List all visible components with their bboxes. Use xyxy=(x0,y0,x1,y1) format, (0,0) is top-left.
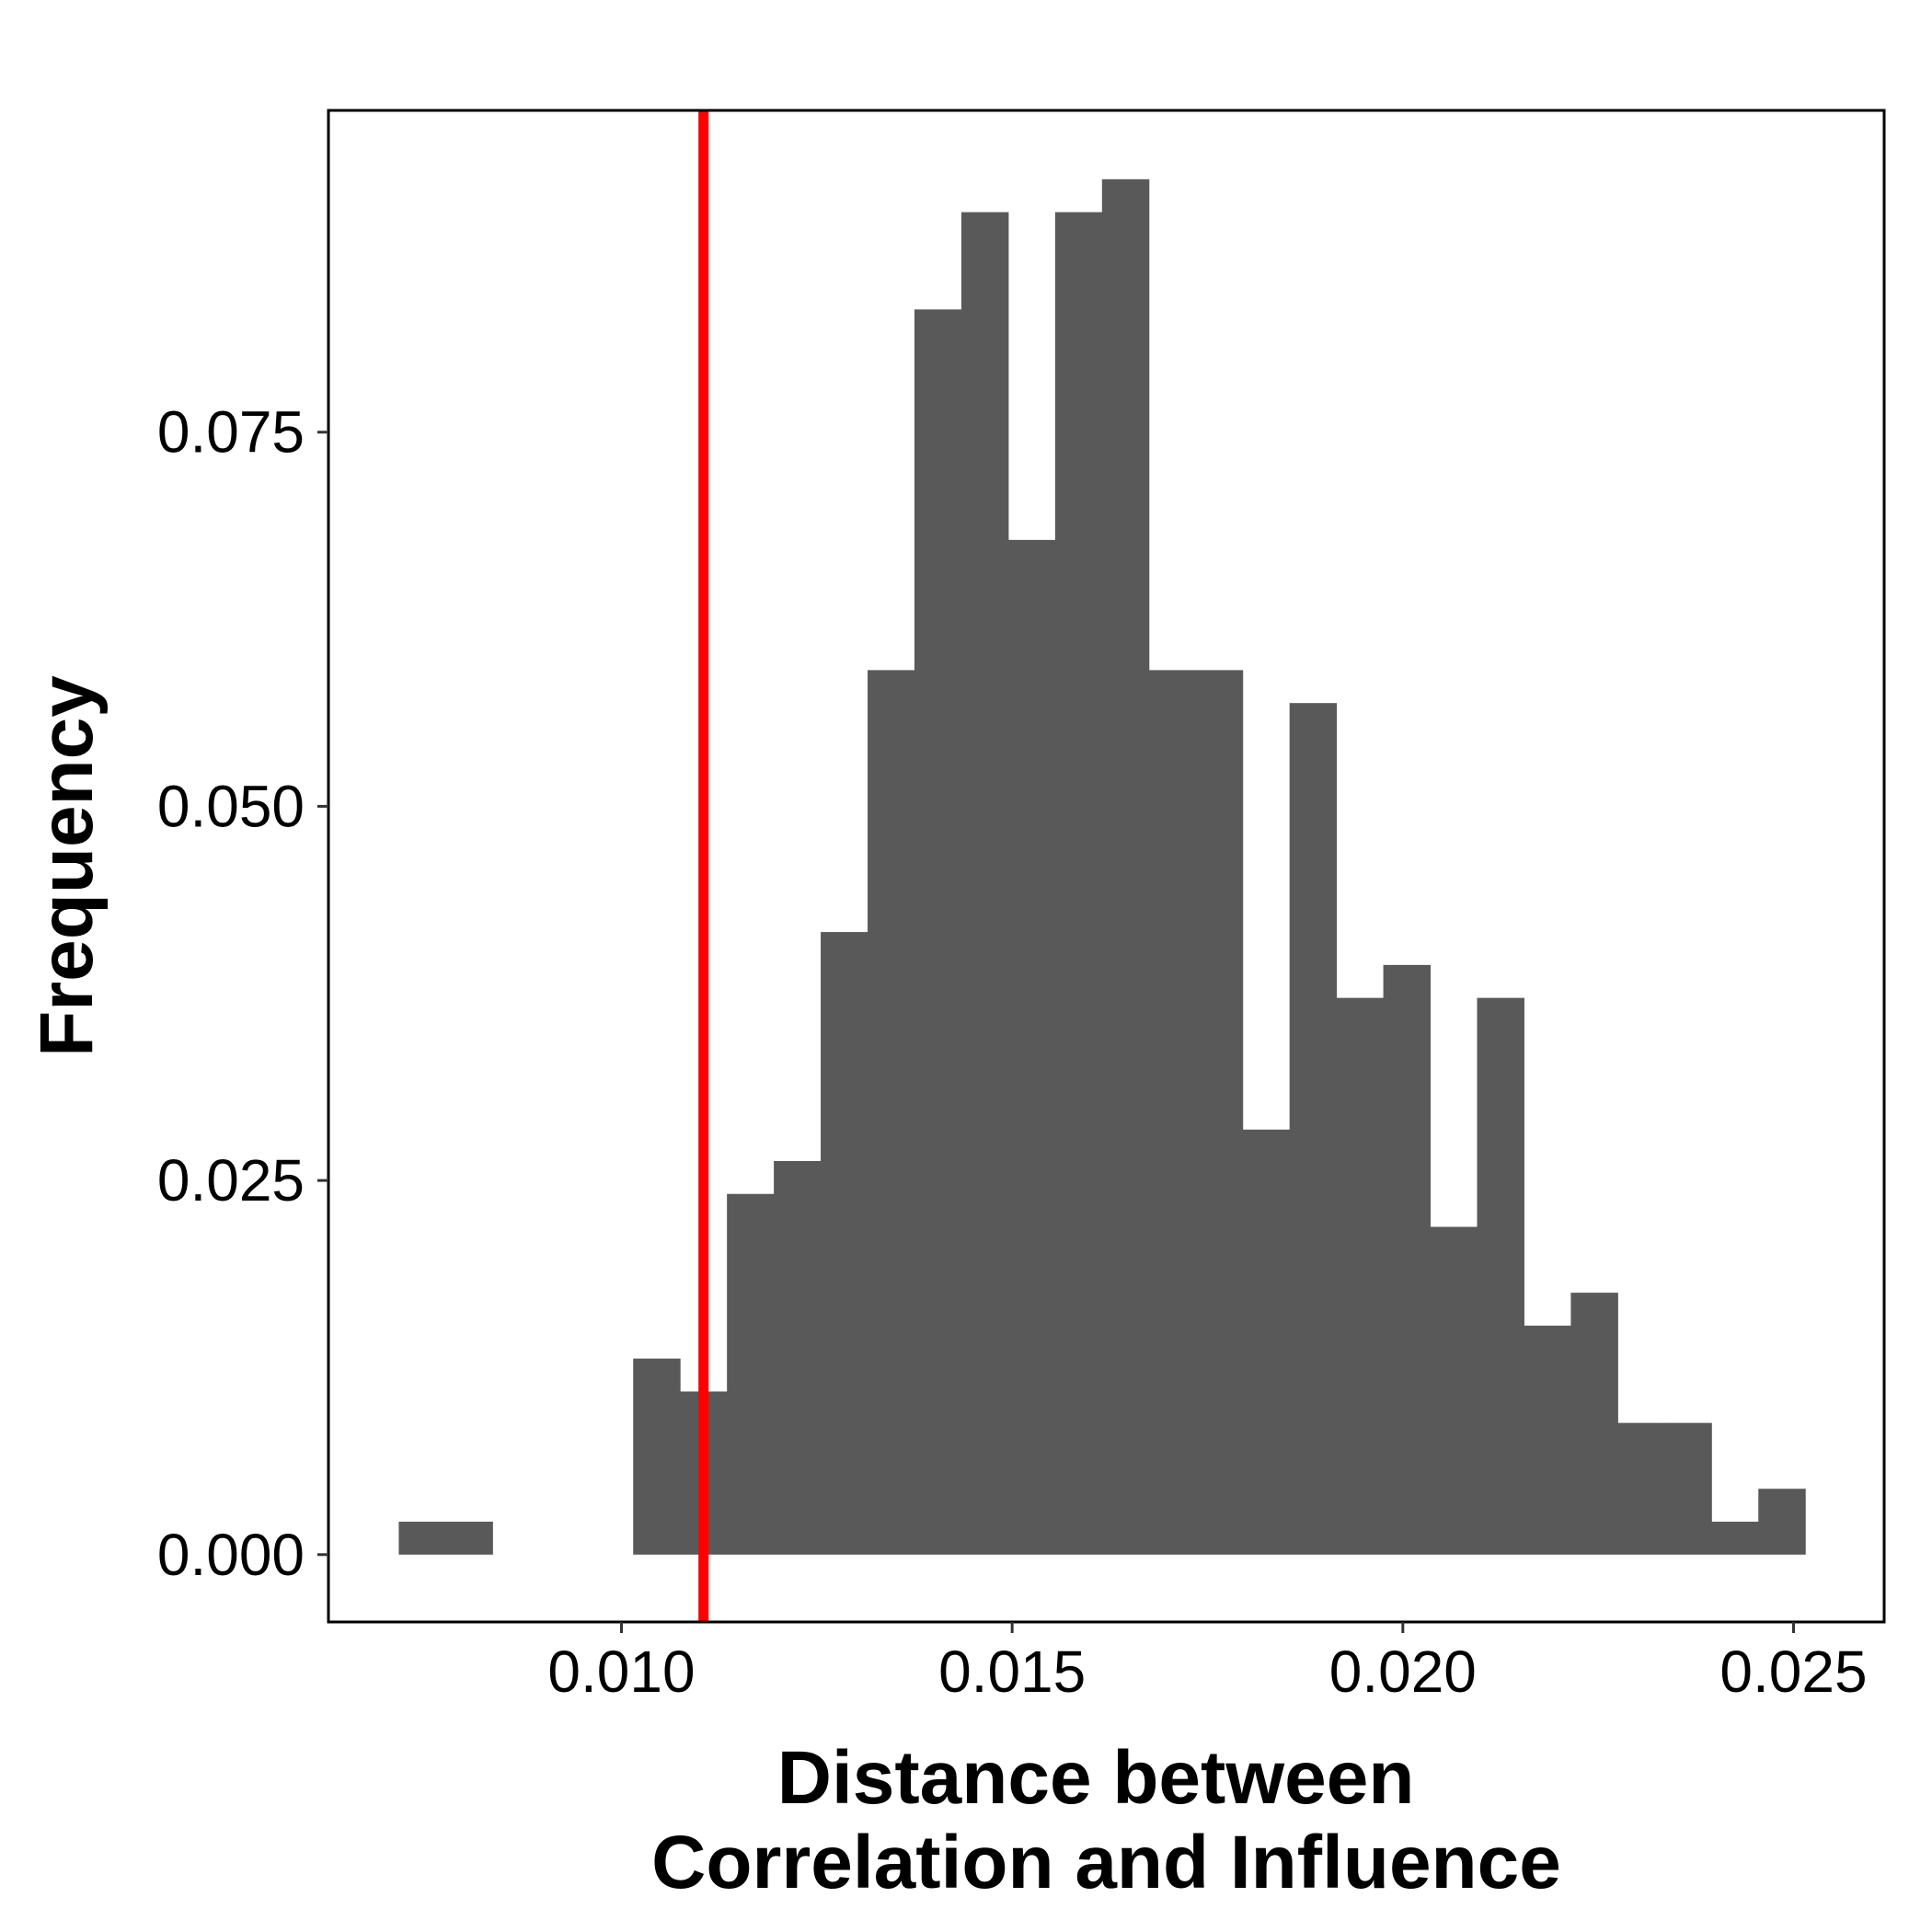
histogram-bar xyxy=(1242,1129,1291,1555)
histogram-bars xyxy=(398,178,1806,1555)
histogram-bar xyxy=(960,212,1009,1555)
x-axis-title-line-2: Correlation and Influence xyxy=(651,1821,1561,1904)
x-axis-title: Distance between Correlation and Influen… xyxy=(651,1736,1561,1904)
histogram-bar xyxy=(398,1522,446,1555)
histogram-bar xyxy=(633,1358,681,1555)
histogram-bar xyxy=(1383,964,1432,1555)
histogram-bar xyxy=(1664,1422,1712,1555)
x-tick-label: 0.010 xyxy=(547,1639,695,1705)
histogram-bar xyxy=(1336,997,1385,1555)
histogram-bar xyxy=(1289,703,1338,1555)
y-axis-title: Frequency xyxy=(25,675,109,1057)
histogram-bar xyxy=(821,932,868,1555)
y-tick-label: 0.000 xyxy=(157,1522,305,1588)
histogram-bar xyxy=(1758,1489,1806,1555)
histogram-bar xyxy=(1617,1422,1665,1555)
histogram-bar xyxy=(1477,997,1524,1555)
histogram-bar xyxy=(1148,670,1197,1555)
y-tick-label: 0.050 xyxy=(157,773,305,839)
y-axis-ticks: 0.000 0.025 0.050 0.075 xyxy=(157,399,328,1588)
histogram-bar xyxy=(1054,212,1103,1555)
histogram-bar xyxy=(445,1522,493,1555)
histogram-bar xyxy=(1524,1325,1571,1555)
histogram-bar xyxy=(1711,1522,1759,1555)
histogram-bar xyxy=(1430,1226,1478,1555)
histogram-bar xyxy=(774,1160,822,1555)
histogram-bar xyxy=(1195,670,1244,1555)
y-tick-label: 0.025 xyxy=(157,1147,305,1213)
x-tick-label: 0.015 xyxy=(938,1639,1086,1705)
x-axis-title-line-1: Distance between xyxy=(777,1736,1415,1820)
histogram-bar xyxy=(1007,539,1056,1555)
histogram-bar xyxy=(727,1193,775,1555)
histogram-bar xyxy=(868,670,915,1555)
x-tick-label: 0.020 xyxy=(1329,1639,1477,1705)
histogram-bar xyxy=(914,309,962,1555)
histogram-bar xyxy=(1101,178,1150,1555)
histogram-bar xyxy=(1570,1293,1618,1555)
y-tick-label: 0.075 xyxy=(157,399,305,466)
x-axis-ticks: 0.010 0.015 0.020 0.025 xyxy=(547,1622,1868,1705)
plot-panel-border xyxy=(327,109,1886,1624)
x-tick-label: 0.025 xyxy=(1719,1639,1867,1705)
